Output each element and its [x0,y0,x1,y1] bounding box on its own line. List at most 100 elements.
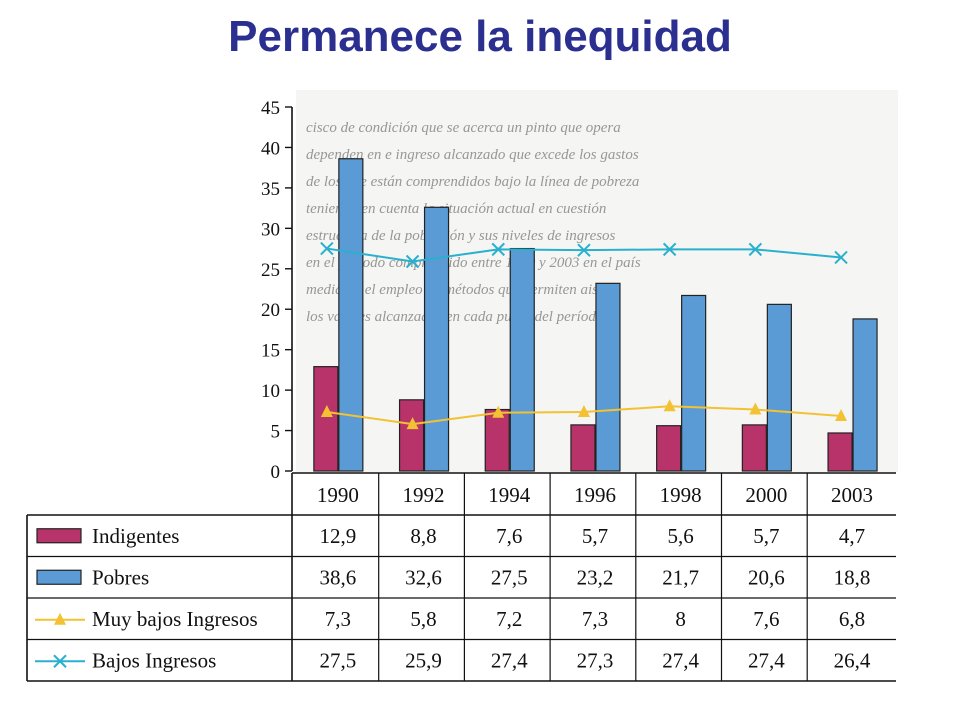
bar-indigentes [570,424,596,472]
y-tick-label: 25 [261,260,280,281]
background-text: teniendo en cuenta la situación actual e… [306,201,606,217]
bar-indigentes [656,425,682,472]
x-tick-label: 2000 [745,483,787,507]
table-cell: 38,6 [319,565,356,589]
table-cell: 25,9 [405,648,442,672]
background-text: estructura de la población y sus niveles… [306,228,616,244]
marker-x-stroke [405,254,420,269]
marker-triangle [406,417,419,430]
series-lines [320,241,848,430]
table-cell: 7,6 [496,524,522,548]
background-text: mediante el empleo de métodos que permit… [306,282,616,298]
table-cell: 27,4 [748,648,785,672]
table-cell: 20,6 [748,565,785,589]
table-cell: 32,6 [405,565,442,589]
marker-x-stroke [662,242,677,257]
legend-marker-triangle [54,612,66,625]
table-cell: 7,3 [582,607,608,631]
marker-triangle [492,405,505,418]
background-text: cisco de condición que se acerca un pint… [306,120,621,136]
legend-label: Muy bajos Ingresos [92,607,258,631]
table-cell: 27,5 [491,565,528,589]
bar-pobres [423,206,450,472]
bar-indigentes [398,399,425,472]
marker-x-stroke [320,241,334,256]
legend-marker-x [53,654,67,668]
marker-x [405,254,420,269]
table-cell: 7,2 [496,607,522,631]
x-tick-label: 1998 [660,483,702,507]
legend-label: Pobres [92,565,149,589]
marker-triangle [749,402,762,415]
table-cell: 4,7 [839,524,865,548]
marker-x-stroke [491,242,505,257]
bars [313,158,878,472]
table-cell: 27,5 [319,648,356,672]
x-tick-label: 1996 [574,483,616,507]
y-tick-label: 40 [261,138,280,159]
table-cell: 7,6 [753,607,779,631]
axes: 0 5 10 15 20 25 30 35 40 45 [261,98,293,483]
legend-label: Indigentes [92,524,179,548]
background-text: de los que están comprendidos bajo la lí… [306,174,639,190]
bar-indigentes [313,366,339,472]
y-tick-label: 45 [261,98,280,119]
table-cell: 27,4 [491,648,528,672]
x-tick-label: 2003 [831,483,873,507]
table-cell: 12,9 [319,524,356,548]
bar-pobres [338,158,364,472]
table-cell: 5,6 [668,524,694,548]
table-cell: 5,8 [410,607,436,631]
legend-swatch [36,569,82,585]
table-cell: 18,8 [834,565,871,589]
x-tick-label: 1994 [488,483,531,507]
x-tick-label: 1990 [317,483,359,507]
bar-pobres [681,294,707,472]
background-text: dependen en e ingreso alcanzado que exce… [306,147,639,163]
bar-indigentes [827,432,853,472]
y-tick-label: 10 [261,381,280,402]
table-cell: 27,3 [577,648,614,672]
legend-label: Bajos Ingresos [92,648,216,672]
marker-x [834,250,848,265]
table-cell: 8 [675,607,686,631]
data-table: 1990 1992 1994 1996 1998 2000 2003 Indigentes 12… [26,472,896,682]
marker-triangle [663,399,676,412]
bar-pobres [509,247,535,472]
y-tick-label: 35 [261,179,280,200]
table-cell: 5,7 [753,524,779,548]
y-tick-label: 5 [271,422,281,443]
marker-x-stroke [748,242,763,257]
table-cell: 8,8 [410,524,436,548]
marker-x [577,243,591,257]
table-cell: 23,2 [577,565,614,589]
plot-background: cisco de condición que se acerca un pint… [296,90,898,472]
marker-x-stroke [577,243,591,257]
x-tick-label: 1992 [403,483,445,507]
marker-triangle [320,404,333,417]
table-cell: 27,4 [662,648,699,672]
table-cell: 7,3 [325,607,351,631]
bar-indigentes [484,408,510,472]
table-cell: 21,7 [662,565,699,589]
marker-x [662,242,677,257]
bar-pobres [766,303,792,472]
y-tick-label: 0 [271,462,281,483]
table-cell: 6,8 [839,607,865,631]
marker-triangle [577,404,590,417]
marker-x-stroke [834,250,848,265]
y-tick-label: 15 [261,341,280,362]
legend-swatch [36,528,82,544]
marker-x [491,242,505,257]
page-title: Permanece la inequidad [228,12,732,61]
marker-x [320,241,334,256]
bar-pobres [595,282,621,472]
y-tick-label: 20 [261,300,280,321]
marker-triangle [835,408,848,421]
table-cell: 26,4 [834,648,871,672]
bar-indigentes [741,424,767,472]
y-tick-label: 30 [261,219,280,240]
marker-x [748,242,763,257]
table-cell: 5,7 [582,524,608,548]
